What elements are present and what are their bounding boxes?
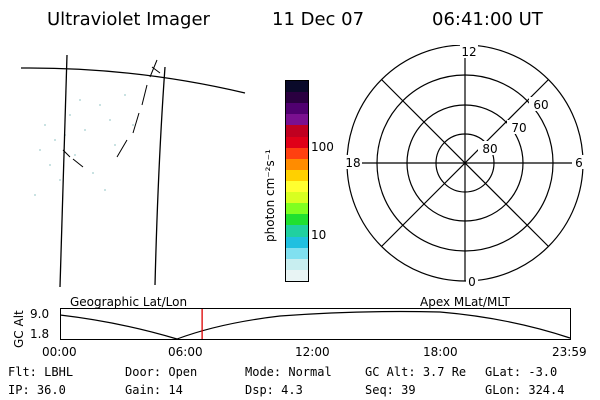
colorbar-swatch <box>286 158 308 170</box>
colorbar-tick-100: 100 <box>311 140 334 154</box>
orbit-xtick-1800: 18:00 <box>423 345 458 359</box>
colorbar-swatch <box>286 236 308 248</box>
orbit-left-label: Geographic Lat/Lon <box>70 295 188 309</box>
colorbar-swatch <box>286 136 308 148</box>
colorbar-swatch <box>286 180 308 193</box>
lat-label-80: 80 <box>482 142 497 156</box>
status-mode: Mode: Normal <box>245 365 332 379</box>
coastline-west <box>62 149 84 168</box>
altitude-curve <box>60 310 571 340</box>
orbit-xtick-0600: 06:00 <box>168 345 203 359</box>
mlt-label-12: 12 <box>461 45 476 59</box>
colorbar-swatch <box>286 169 308 181</box>
mlt-label-18: 18 <box>345 156 360 170</box>
time-label: 06:41:00 UT <box>432 9 543 30</box>
lat-label-60: 60 <box>533 98 548 112</box>
status-gc-alt: GC Alt: 3.7 Re <box>365 365 467 379</box>
mlt-label-6: 6 <box>575 156 583 170</box>
colorbar-swatch <box>286 225 308 237</box>
status-door: Door: Open <box>125 365 198 379</box>
status-ip: IP: 36.0 <box>8 383 66 397</box>
instrument-title: Ultraviolet Imager <box>47 9 210 30</box>
colorbar-tick-10: 10 <box>311 228 327 242</box>
status-glon: GLon: 324.4 <box>485 383 565 397</box>
mlt-label-0: 0 <box>468 275 476 289</box>
colorbar-swatch <box>286 247 308 259</box>
longitude-line-east <box>154 66 166 286</box>
colorbar <box>285 80 309 282</box>
orbit-axis-label: GC Alt <box>12 310 26 348</box>
status-filter: Flt: LBHL <box>8 365 74 379</box>
polar-plot: 12 18 6 0 60 70 80 <box>342 45 586 289</box>
colorbar-swatch <box>286 203 308 215</box>
status-gain: Gain: 14 <box>125 383 183 397</box>
date-label: 11 Dec 07 <box>272 9 365 30</box>
colorbar-label: photon cm⁻²s⁻¹ <box>263 149 277 242</box>
lat-label-70: 70 <box>511 121 526 135</box>
colorbar-swatch <box>286 125 308 137</box>
colorbar-swatch <box>286 192 308 204</box>
diagonal-2 <box>381 79 549 247</box>
longitude-line-west <box>59 55 68 288</box>
orbit-xtick-1200: 12:00 <box>295 345 330 359</box>
status-seq: Seq: 39 <box>365 383 416 397</box>
orbit-ytick-high: 9.0 <box>30 307 50 321</box>
orbit-ytick-low: 1.8 <box>30 327 50 341</box>
orbit-right-label: Apex MLat/MLT <box>420 295 510 309</box>
colorbar-swatch <box>286 103 308 115</box>
colorbar-swatch <box>286 214 308 226</box>
geographic-map <box>20 55 246 288</box>
latitude-line <box>20 67 246 94</box>
status-glat: GLat: -3.0 <box>485 365 558 379</box>
colorbar-swatch <box>286 147 308 159</box>
orbit-frame <box>60 308 571 340</box>
colorbar-swatch <box>286 114 308 126</box>
status-dsp: Dsp: 4.3 <box>245 383 303 397</box>
colorbar-swatch <box>286 81 308 93</box>
orbit-xtick-2359: 23:59 <box>552 345 587 359</box>
colorbar-swatch <box>286 258 308 270</box>
emission-speckles <box>34 94 134 196</box>
orbit-plot <box>60 308 571 340</box>
orbit-xtick-0000: 00:00 <box>42 345 77 359</box>
colorbar-swatch <box>286 269 308 281</box>
colorbar-swatch <box>286 92 308 104</box>
